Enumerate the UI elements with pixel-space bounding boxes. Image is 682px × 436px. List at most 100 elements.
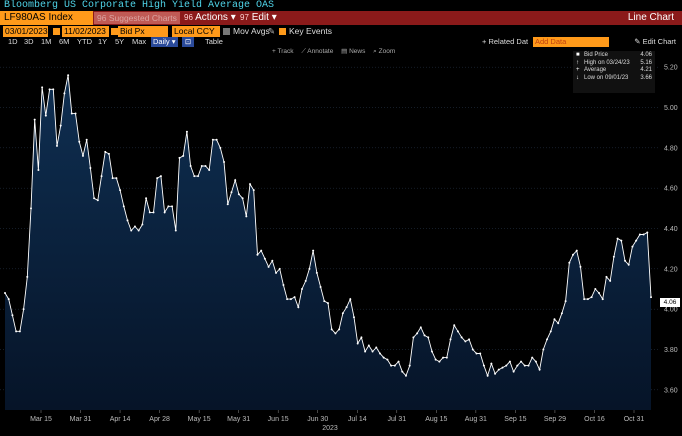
- period-bar: 1D 3D 1M 6M YTD 1Y 5Y Max Daily ▾ ⊡ Tabl…: [0, 37, 682, 47]
- data-point: [468, 338, 471, 341]
- field-select[interactable]: Bid Px: [118, 26, 168, 37]
- key-events-checkbox[interactable]: [279, 28, 286, 35]
- related-data-label[interactable]: + Related Dat: [482, 37, 529, 46]
- x-tick-label: Jul 31: [387, 416, 406, 423]
- x-tick-label: Aug 31: [465, 416, 487, 423]
- data-point: [553, 318, 556, 321]
- edit-menu[interactable]: 97 Edit ▾: [240, 12, 277, 23]
- data-point: [427, 336, 430, 339]
- data-point: [319, 285, 322, 288]
- period-1m[interactable]: 1M: [41, 37, 52, 46]
- data-point: [133, 225, 136, 228]
- x-tick-label: Oct 16: [584, 416, 605, 423]
- data-point: [624, 259, 627, 262]
- frequency-select[interactable]: Daily ▾: [151, 37, 178, 47]
- data-point: [572, 253, 575, 256]
- data-point: [338, 328, 341, 331]
- calendar-icon[interactable]: [53, 28, 60, 35]
- end-date-field[interactable]: 11/02/2023: [62, 26, 109, 37]
- data-point: [508, 360, 511, 363]
- data-point: [583, 298, 586, 301]
- key-events-label[interactable]: Key Events: [289, 26, 332, 36]
- data-point: [107, 152, 110, 155]
- command-bar: LF980AS Index 96 Suggested Charts 96 Act…: [0, 11, 682, 25]
- data-point: [271, 259, 274, 262]
- x-tick-label: Jun 15: [268, 416, 289, 423]
- data-point: [520, 360, 523, 363]
- data-point: [289, 298, 292, 301]
- suggested-charts-button[interactable]: 96 Suggested Charts: [94, 12, 180, 24]
- data-point: [371, 350, 374, 353]
- data-point: [397, 360, 400, 363]
- data-point: [505, 364, 508, 367]
- data-point: [401, 370, 404, 373]
- data-point: [612, 255, 615, 258]
- data-point: [430, 350, 433, 353]
- data-point: [111, 177, 114, 180]
- edit-chart-button[interactable]: ✎ Edit Chart: [634, 37, 676, 46]
- period-max[interactable]: Max: [132, 37, 147, 46]
- data-point: [312, 249, 315, 252]
- data-point: [200, 164, 203, 167]
- x-tick-label: May 15: [188, 416, 211, 423]
- currency-select[interactable]: Local CCY: [172, 26, 220, 37]
- x-tick-label: Apr 28: [149, 416, 170, 423]
- price-area: [5, 75, 651, 410]
- data-point: [204, 164, 207, 167]
- track-tool[interactable]: + Track: [272, 48, 294, 55]
- data-point: [70, 112, 73, 115]
- ticker-field[interactable]: LF980AS Index: [0, 11, 93, 25]
- data-point: [408, 364, 411, 367]
- data-point: [249, 183, 252, 186]
- period-6m[interactable]: 6M: [59, 37, 70, 46]
- data-point: [575, 249, 578, 252]
- data-point: [104, 150, 107, 153]
- data-point: [631, 245, 634, 248]
- data-point: [442, 356, 445, 359]
- period-5y[interactable]: 5Y: [115, 37, 125, 46]
- calendar-icon[interactable]: [111, 28, 118, 35]
- data-point: [152, 211, 155, 214]
- data-point: [375, 346, 378, 349]
- data-point: [245, 215, 248, 218]
- annotate-tool[interactable]: ⟋ Annotate: [301, 48, 334, 55]
- data-point: [386, 358, 389, 361]
- zoom-tool[interactable]: ⌕ Zoom: [373, 48, 396, 55]
- data-point: [178, 156, 181, 159]
- period-3d[interactable]: 3D: [24, 37, 34, 46]
- data-point: [26, 275, 29, 278]
- data-point: [93, 197, 96, 200]
- data-point: [367, 344, 370, 347]
- data-point: [345, 306, 348, 309]
- data-point: [126, 219, 129, 222]
- data-point: [256, 253, 259, 256]
- news-tool[interactable]: ▤ News: [341, 48, 366, 55]
- chart-area[interactable]: 3.60 3.80 4.00 4.20 4.40 4.60 4.80 5.00 5.20 Mar…: [0, 47, 682, 436]
- data-point: [494, 372, 497, 375]
- data-point: [22, 308, 25, 311]
- data-point: [293, 296, 296, 299]
- period-1d[interactable]: 1D: [8, 37, 18, 46]
- data-point: [67, 74, 70, 77]
- data-point: [260, 249, 263, 252]
- chart-type-icon[interactable]: ⊡: [182, 37, 194, 47]
- mov-avgs-label[interactable]: Mov Avgs: [233, 26, 270, 36]
- actions-menu[interactable]: 96 Actions ▾: [184, 12, 236, 23]
- period-ytd[interactable]: YTD: [77, 37, 92, 46]
- y-tick-label: 3.80: [664, 347, 678, 354]
- table-button[interactable]: Table: [205, 37, 223, 46]
- period-1y[interactable]: 1Y: [98, 37, 108, 46]
- data-point: [538, 368, 541, 371]
- data-point: [278, 267, 281, 270]
- data-point: [438, 360, 441, 363]
- pencil-icon[interactable]: ✎: [268, 26, 276, 36]
- data-point: [471, 348, 474, 351]
- data-point: [349, 298, 352, 301]
- data-point: [197, 175, 200, 178]
- mov-avgs-checkbox[interactable]: [223, 28, 230, 35]
- data-point: [304, 279, 307, 282]
- price-chart[interactable]: 3.60 3.80 4.00 4.20 4.40 4.60 4.80 5.00 5.20 Mar…: [0, 47, 682, 436]
- data-point: [141, 223, 144, 226]
- start-date-field[interactable]: 03/01/2023: [3, 26, 48, 37]
- add-data-input[interactable]: Add Data: [533, 37, 609, 47]
